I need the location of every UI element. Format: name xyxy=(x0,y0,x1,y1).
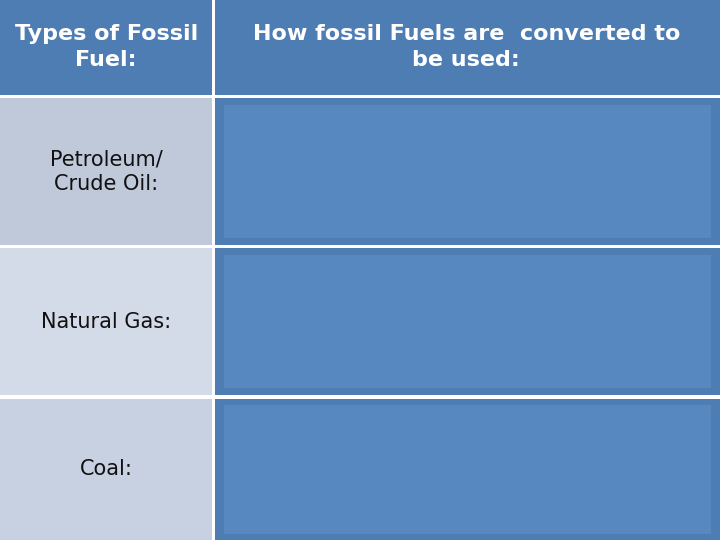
Bar xyxy=(0,0,212,94)
Text: Types of Fossil
Fuel:: Types of Fossil Fuel: xyxy=(14,24,198,70)
Bar xyxy=(223,105,711,238)
Text: Petroleum/
Crude Oil:: Petroleum/ Crude Oil: xyxy=(50,149,163,194)
Bar xyxy=(0,245,720,248)
Bar xyxy=(223,255,711,388)
Bar xyxy=(212,98,215,245)
Bar xyxy=(212,248,215,395)
Bar xyxy=(215,399,720,540)
Bar xyxy=(215,98,720,245)
Bar xyxy=(215,248,720,395)
Text: Natural Gas:: Natural Gas: xyxy=(41,312,171,332)
Bar xyxy=(0,94,720,98)
Bar xyxy=(212,0,720,94)
Bar xyxy=(212,0,215,94)
Bar xyxy=(0,248,212,395)
Bar xyxy=(0,395,720,399)
Bar xyxy=(212,399,215,540)
Bar xyxy=(0,98,212,245)
Bar xyxy=(0,399,212,540)
Bar xyxy=(223,405,711,534)
Text: How fossil Fuels are  converted to
be used:: How fossil Fuels are converted to be use… xyxy=(253,24,680,70)
Text: Coal:: Coal: xyxy=(80,459,132,480)
